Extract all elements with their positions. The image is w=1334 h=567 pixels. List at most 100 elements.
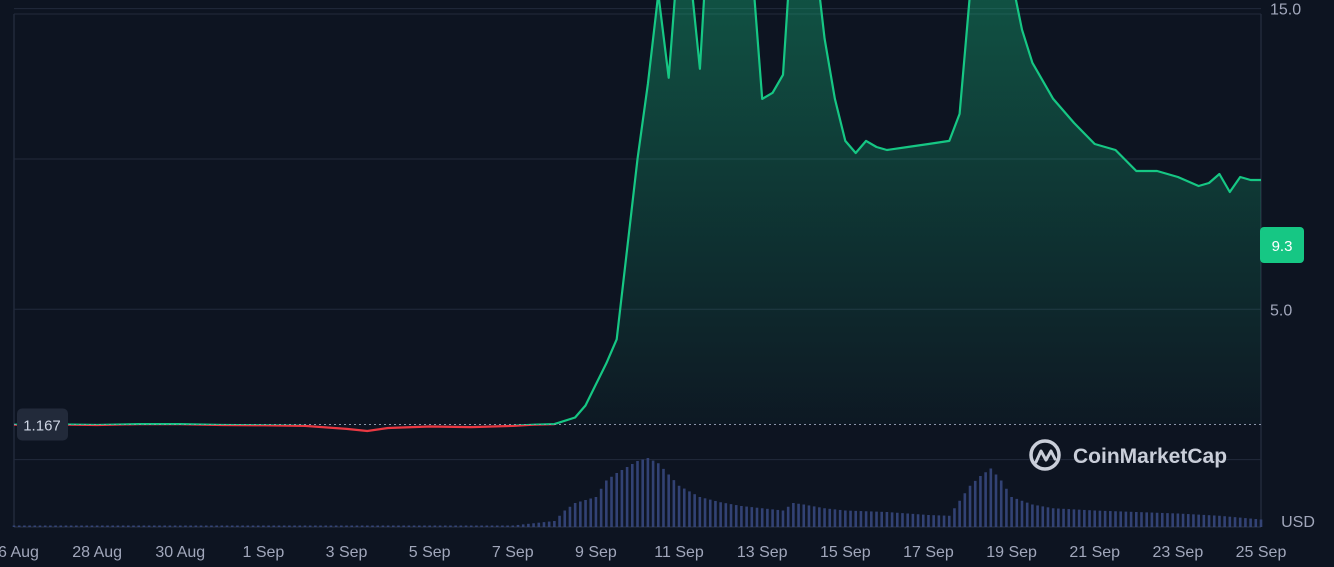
watermark: CoinMarketCap xyxy=(1029,439,1227,471)
volume-bar xyxy=(771,509,774,527)
price-line xyxy=(13,0,1261,433)
volume-bar xyxy=(106,525,109,527)
volume-bar xyxy=(38,525,42,527)
volume-bar xyxy=(116,525,120,527)
volume-bar xyxy=(620,470,624,527)
x-tick-label: 5 Sep xyxy=(409,544,451,561)
volume-bar xyxy=(693,494,696,527)
volume-bar xyxy=(402,525,405,527)
volume-bar xyxy=(277,525,281,527)
volume-bar xyxy=(880,511,884,527)
volume-bar xyxy=(937,515,941,527)
volume-bar xyxy=(262,525,265,527)
volume-bar xyxy=(1244,518,1247,527)
volume-bar xyxy=(802,504,806,527)
volume-bar xyxy=(495,525,499,527)
volume-bar xyxy=(386,525,390,527)
volume-bar xyxy=(173,525,177,527)
volume-bar xyxy=(1233,517,1237,527)
volume-bar xyxy=(417,525,421,527)
volume-bar xyxy=(501,525,504,527)
volume-bar xyxy=(579,501,582,527)
volume-bar xyxy=(766,508,769,527)
volume-bar xyxy=(1077,509,1081,527)
volume-bar xyxy=(298,525,302,527)
volume-bar xyxy=(142,525,146,527)
volume-bar xyxy=(1046,507,1050,527)
volume-bar xyxy=(95,525,99,527)
volume-bar xyxy=(584,500,587,527)
volume-bar xyxy=(282,525,286,527)
volume-bar xyxy=(54,525,57,527)
volume-bar xyxy=(189,525,192,527)
volume-bar xyxy=(152,525,156,527)
volume-bar xyxy=(776,509,780,527)
volume-bar xyxy=(80,525,83,527)
volume-bar xyxy=(1166,513,1169,527)
baseline-label: 1.167 xyxy=(23,418,61,435)
volume-series xyxy=(12,458,1263,527)
volume-bar xyxy=(1057,508,1060,527)
volume-bar xyxy=(823,508,826,527)
volume-bar xyxy=(1088,510,1091,527)
volume-bar xyxy=(734,505,738,527)
volume-bar xyxy=(464,525,468,527)
volume-bar xyxy=(288,525,291,527)
volume-bar xyxy=(968,485,972,527)
volume-bar xyxy=(911,513,915,527)
volume-bar xyxy=(319,525,322,527)
x-tick-label: 28 Aug xyxy=(72,544,122,561)
volume-bar xyxy=(329,525,333,527)
volume-bar xyxy=(1067,509,1071,527)
volume-bar xyxy=(636,461,639,527)
volume-bar xyxy=(1150,512,1154,527)
volume-bar xyxy=(371,525,374,527)
volume-bar xyxy=(64,525,68,527)
x-tick-label: 19 Sep xyxy=(986,544,1037,561)
volume-bar xyxy=(688,491,691,527)
volume-bar xyxy=(599,488,603,527)
volume-bar xyxy=(199,525,203,527)
volume-bar xyxy=(901,513,904,527)
volume-bar xyxy=(547,521,551,527)
volume-bar xyxy=(568,506,572,527)
current-price-badge-bg xyxy=(1260,227,1304,263)
volume-bar xyxy=(740,506,743,527)
y-axis: 15.0 5.0 xyxy=(1270,2,1301,320)
volume-bar xyxy=(215,525,218,527)
volume-bar xyxy=(573,503,577,527)
volume-bar xyxy=(1103,510,1107,527)
volume-bar xyxy=(953,508,956,527)
volume-bar xyxy=(942,515,946,527)
volume-bar xyxy=(999,480,1003,527)
volume-bar xyxy=(469,525,473,527)
volume-bar xyxy=(1072,509,1076,527)
volume-bar xyxy=(49,525,52,527)
y-tick-label: 5.0 xyxy=(1270,302,1292,319)
volume-bar xyxy=(1192,514,1195,527)
volume-bar xyxy=(412,525,416,527)
volume-bar xyxy=(750,507,754,527)
volume-bar xyxy=(111,525,115,527)
price-line-down xyxy=(14,425,556,433)
volume-bar xyxy=(786,506,790,527)
volume-bar xyxy=(137,525,140,527)
volume-bar xyxy=(324,525,328,527)
volume-bar xyxy=(230,525,234,527)
volume-bar xyxy=(163,525,166,527)
volume-bar xyxy=(844,510,847,527)
volume-bar xyxy=(1020,500,1024,527)
x-tick-label: 13 Sep xyxy=(737,544,788,561)
baseline-marker: 1.167 xyxy=(14,408,1261,441)
volume-bar xyxy=(1140,512,1143,527)
volume-bar xyxy=(303,525,307,527)
volume-bar xyxy=(1109,511,1112,527)
volume-bar xyxy=(1119,511,1123,527)
volume-bar xyxy=(194,525,198,527)
volume-bar xyxy=(407,525,411,527)
coinmarketcap-logo-mark xyxy=(1034,449,1057,464)
volume-bar xyxy=(506,525,509,527)
volume-bar xyxy=(360,525,364,527)
currency-unit-label: USD xyxy=(1281,514,1315,531)
